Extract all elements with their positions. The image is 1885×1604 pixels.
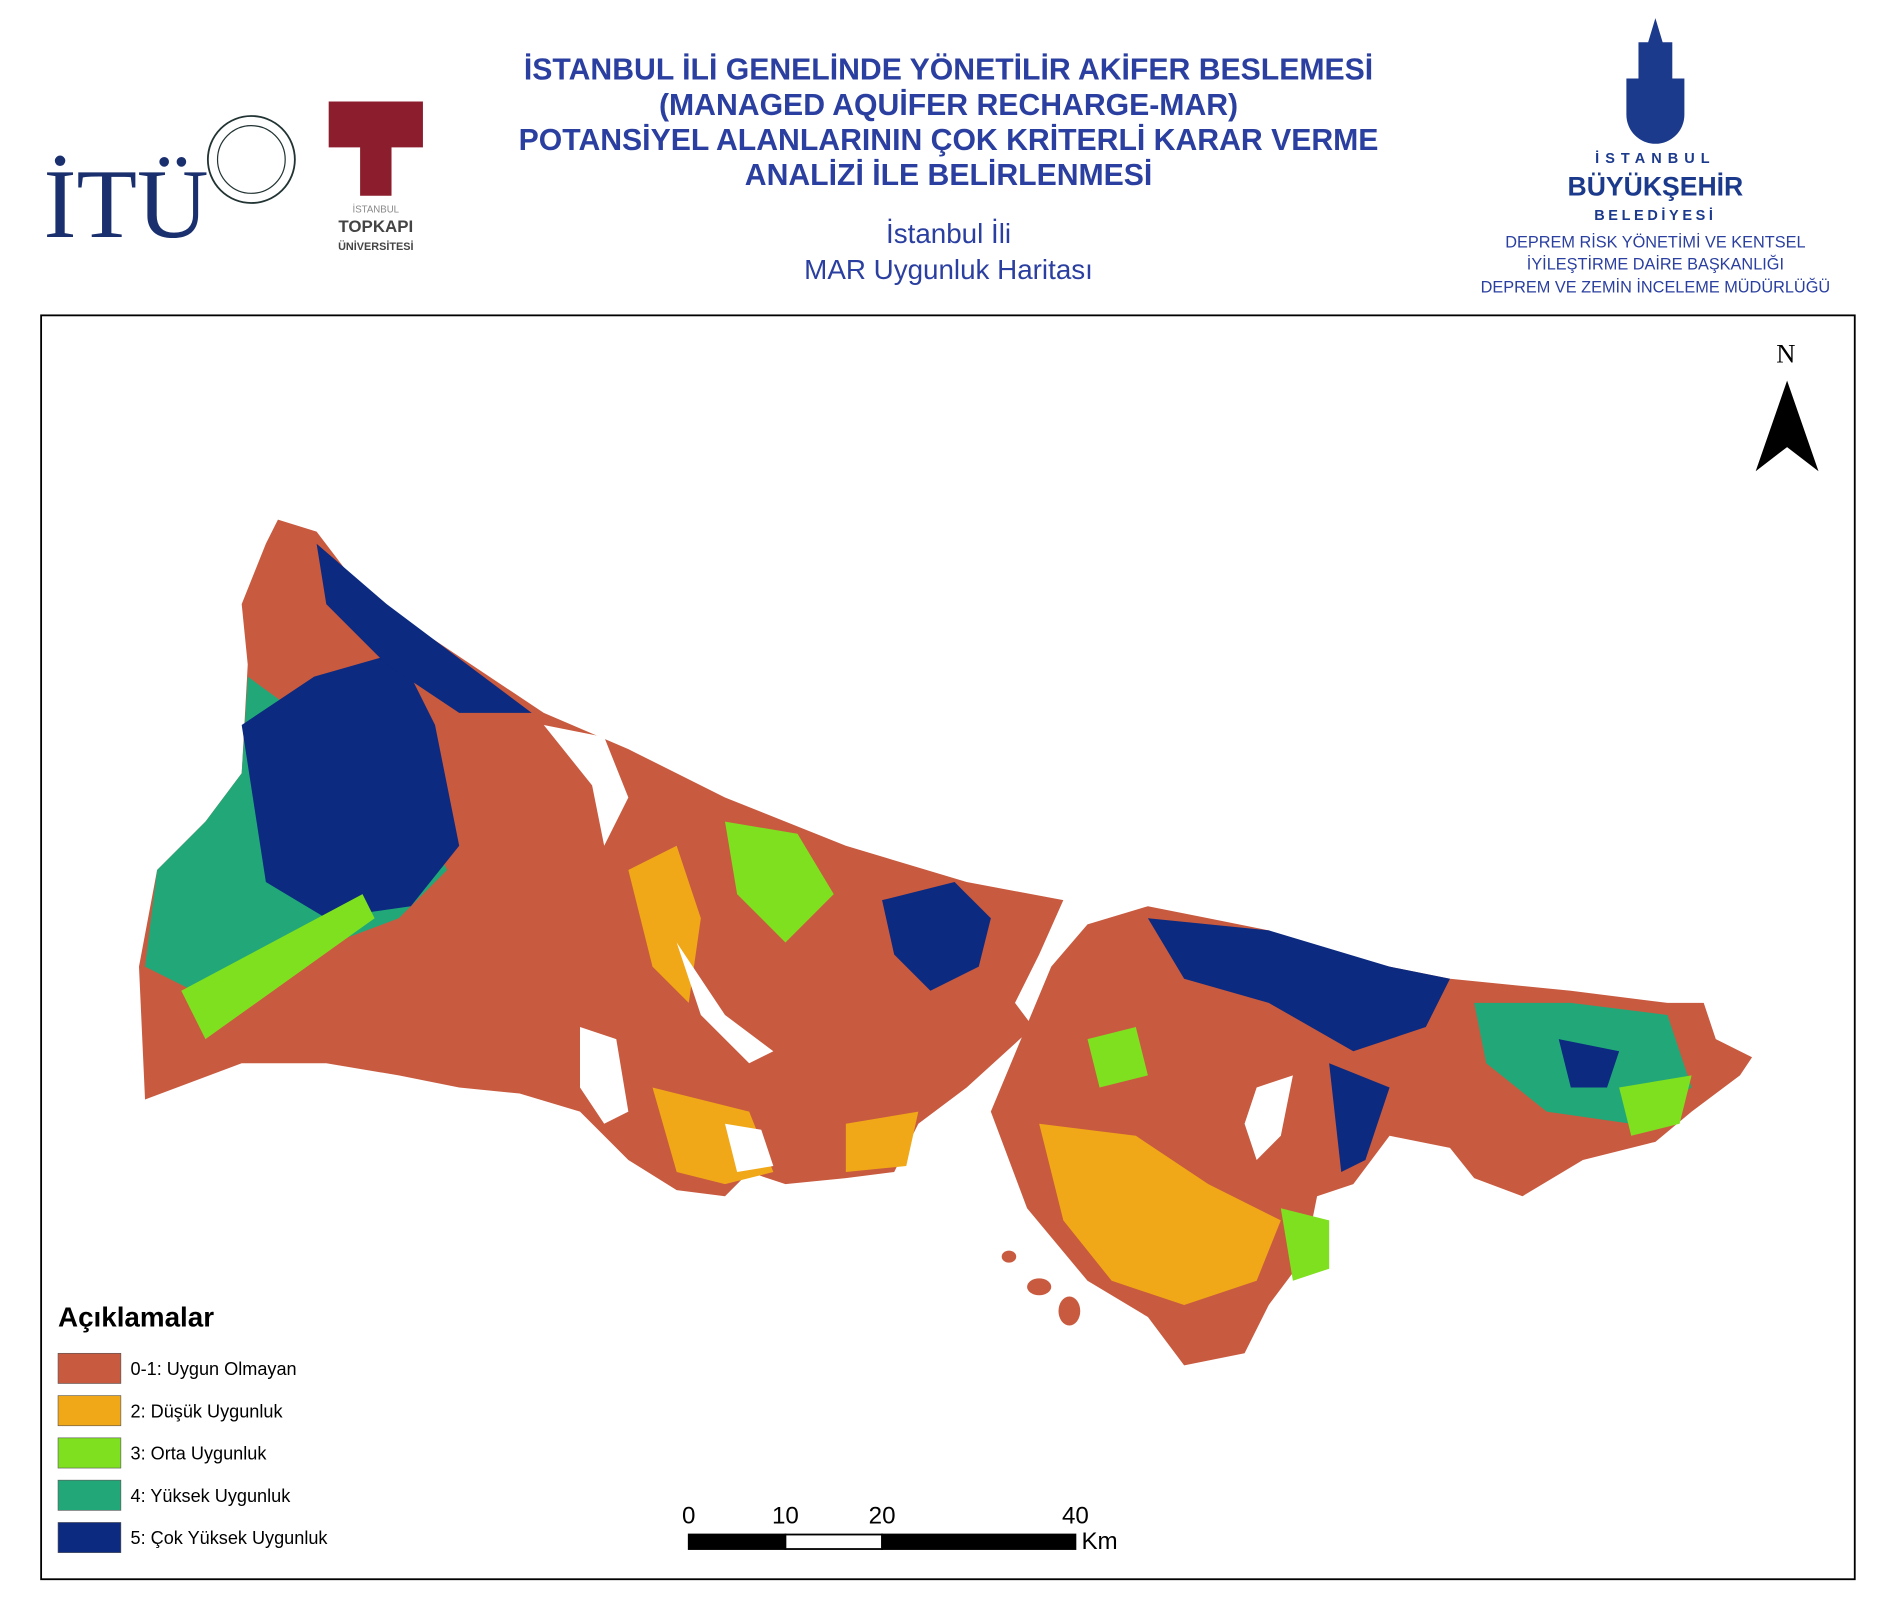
ibb-text: İSTANBUL — [1595, 150, 1715, 167]
ibb-logo — [1626, 18, 1685, 144]
scale-label: 10 — [772, 1503, 799, 1530]
topkapi-text: ÜNİVERSİTESİ — [338, 240, 413, 253]
legend-label: 2: Düşük Uygunluk — [131, 1401, 284, 1421]
scale-unit: Km — [1081, 1528, 1117, 1555]
legend-title: Açıklamalar — [58, 1302, 214, 1333]
legend-swatch — [57, 1522, 122, 1553]
title-line: ANALİZİ İLE BELİRLENMESİ — [745, 159, 1153, 192]
zone — [1558, 1039, 1620, 1088]
legend-swatch — [57, 1352, 122, 1384]
island — [1027, 1278, 1052, 1296]
subtitle-line: İstanbul İli — [886, 218, 1011, 249]
lake — [1244, 1075, 1293, 1160]
zone — [845, 1111, 919, 1173]
lake — [676, 942, 774, 1064]
topkapi-logo — [328, 101, 423, 196]
legend-label: 0-1: Uygun Olmayan — [131, 1359, 297, 1379]
zone — [1087, 1027, 1148, 1088]
island — [1058, 1296, 1081, 1326]
zone — [181, 894, 375, 1040]
title-line: POTANSİYEL ALANLARININ ÇOK KRİTERLİ KARA… — [519, 124, 1379, 157]
legend-label: 5: Çok Yüksek Uygunluk — [131, 1528, 329, 1548]
title-line: (MANAGED AQUİFER RECHARGE-MAR) — [659, 89, 1238, 122]
ibb-text: BÜYÜKŞEHİR — [1568, 172, 1744, 202]
lake — [543, 724, 629, 846]
legend-label: 3: Orta Uygunluk — [131, 1444, 268, 1464]
ibb-department: DEPREM VE ZEMİN İNCELEME MÜDÜRLÜĞÜ — [1481, 277, 1831, 296]
itu-seal — [216, 125, 286, 194]
title-line: İSTANBUL İLİ GENELİNDE YÖNETİLİR AKİFER … — [524, 54, 1373, 87]
zone — [628, 845, 701, 1003]
topkapi-text: İSTANBUL — [353, 205, 400, 216]
lake — [725, 1123, 774, 1173]
zone — [241, 652, 460, 919]
zone — [1329, 1063, 1390, 1173]
scale-segment — [881, 1533, 1077, 1550]
scale-segment — [687, 1533, 787, 1550]
zone — [316, 543, 532, 713]
header: İSTANBUL İLİ GENELİNDE YÖNETİLİR AKİFER … — [519, 54, 1379, 285]
scale-label: 0 — [682, 1503, 695, 1530]
zone — [725, 821, 834, 943]
zone — [1619, 1075, 1692, 1136]
map-frame — [40, 314, 1856, 1581]
topkapi-text: TOPKAPI — [338, 217, 413, 236]
itu-logo: İTÜ — [44, 150, 209, 259]
island — [1001, 1250, 1017, 1263]
scale-label: 20 — [869, 1503, 896, 1530]
subtitle-line: MAR Uygunluk Haritası — [804, 254, 1093, 285]
legend-swatch — [57, 1437, 122, 1469]
zone — [882, 882, 991, 991]
zone — [1039, 1123, 1281, 1305]
zone — [1147, 918, 1450, 1052]
north-arrow — [1755, 380, 1819, 472]
logos: İTÜ İSTANBUL TOPKAPI ÜNİVERSİTESİ İSTANB… — [44, 18, 1831, 296]
legend: Açıklamalar 0-1: Uygun Olmayan 2: Düşük U… — [57, 1302, 329, 1553]
scale-label: 40 — [1062, 1503, 1089, 1530]
itu-seal — [206, 115, 296, 204]
north-label: N — [1776, 338, 1795, 368]
legend-label: 4: Yüksek Uygunluk — [131, 1486, 292, 1506]
map-area — [138, 519, 1753, 1366]
ibb-text: BELEDİYESİ — [1594, 207, 1716, 224]
ibb-department: DEPREM RİSK YÖNETİMİ VE KENTSEL — [1505, 233, 1805, 252]
zone — [1280, 1208, 1330, 1281]
scale-segment — [784, 1533, 883, 1550]
legend-swatch — [57, 1479, 122, 1511]
legend-swatch — [57, 1395, 122, 1427]
ibb-department: İYİLEŞTİRME DAİRE BAŞKANLIĞI — [1527, 254, 1784, 273]
lake — [580, 1027, 629, 1124]
